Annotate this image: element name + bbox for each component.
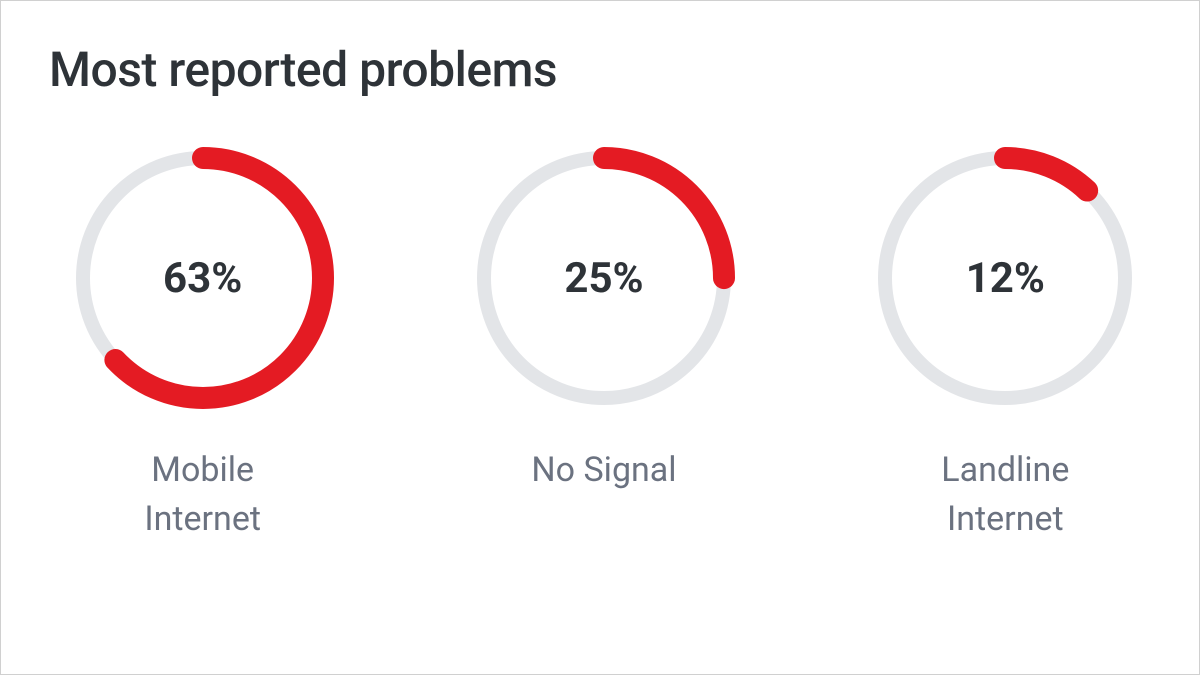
gauge-ring: 63% — [63, 138, 343, 418]
gauge-row: 63% Mobile Internet 25% No Signal 12% La… — [49, 138, 1151, 545]
gauge-landline-internet: 12% Landline Internet — [860, 138, 1151, 545]
gauge-percent: 25% — [464, 138, 744, 418]
gauge-label: No Signal — [531, 446, 676, 495]
gauge-label: Landline Internet — [941, 446, 1069, 545]
gauge-mobile-internet: 63% Mobile Internet — [57, 138, 348, 545]
section-title: Most reported problems — [49, 41, 1151, 98]
gauge-no-signal: 25% No Signal — [458, 138, 749, 545]
gauge-ring: 25% — [464, 138, 744, 418]
gauge-ring: 12% — [865, 138, 1145, 418]
gauge-percent: 63% — [63, 138, 343, 418]
gauge-label: Mobile Internet — [144, 446, 261, 545]
gauge-percent: 12% — [865, 138, 1145, 418]
